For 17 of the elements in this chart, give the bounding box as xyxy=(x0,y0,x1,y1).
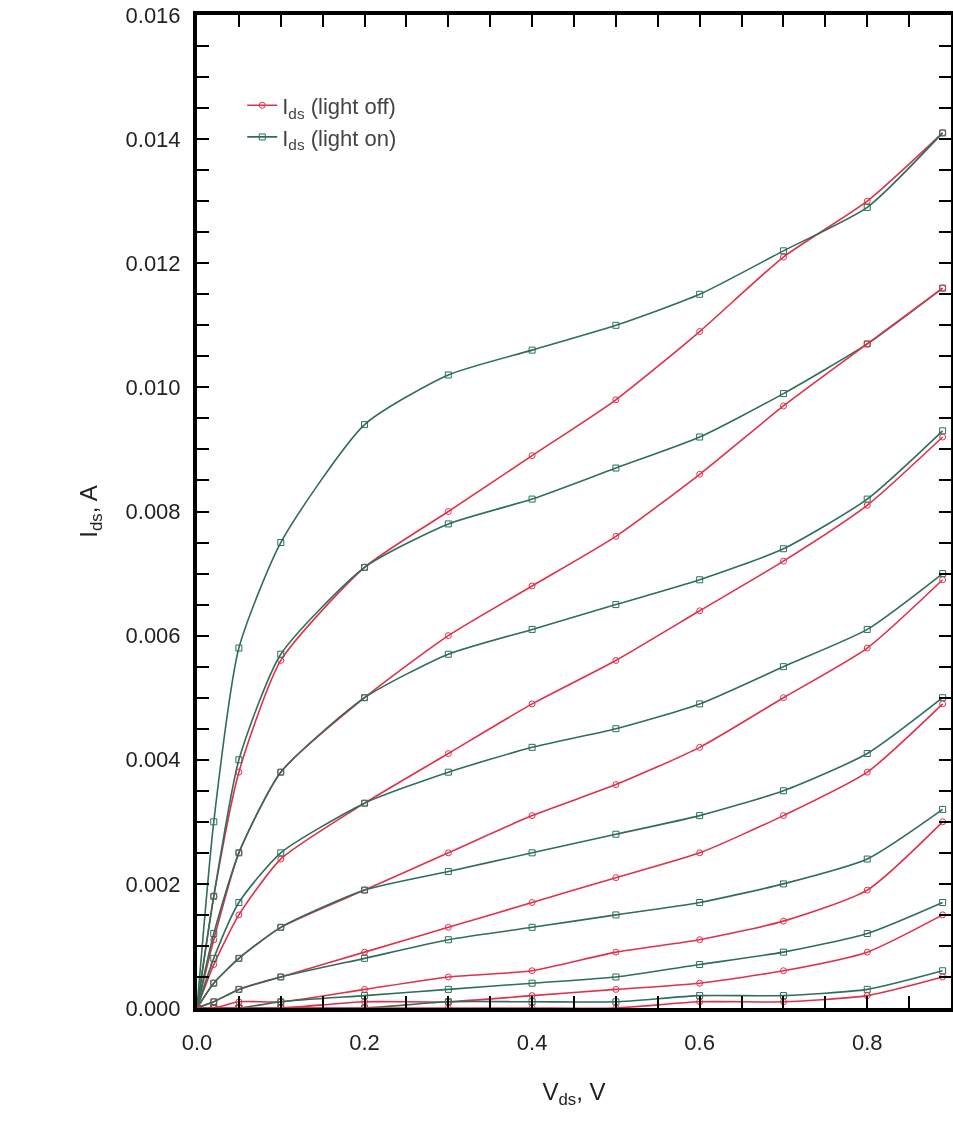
y-tick-label: 0.014 xyxy=(125,126,181,152)
x-tick-label: 0.2 xyxy=(349,1030,380,1056)
y-tick-label: 0.008 xyxy=(125,499,181,525)
y-tick-label: 0.010 xyxy=(125,375,181,401)
y-tick-label: 0.000 xyxy=(125,995,181,1021)
legend-label: I$_{ds}$ (light on) xyxy=(282,125,397,154)
x-tick-label: 0.6 xyxy=(684,1030,715,1056)
x-tick-label: 0.8 xyxy=(851,1030,883,1056)
y-tick-label: 0.004 xyxy=(125,747,181,773)
y-tick-label: 0.012 xyxy=(125,250,181,276)
x-tick-label: 0.0 xyxy=(181,1030,213,1056)
x-axis-title: V$_{ds}$, V xyxy=(542,1078,606,1110)
y-tick-label: 0.016 xyxy=(125,2,181,28)
legend-label: I$_{ds}$ (light off) xyxy=(282,93,396,122)
y-tick-label: 0.006 xyxy=(125,623,181,649)
x-tick-label: 0.4 xyxy=(516,1030,548,1056)
y-tick-label: 0.002 xyxy=(125,871,181,897)
